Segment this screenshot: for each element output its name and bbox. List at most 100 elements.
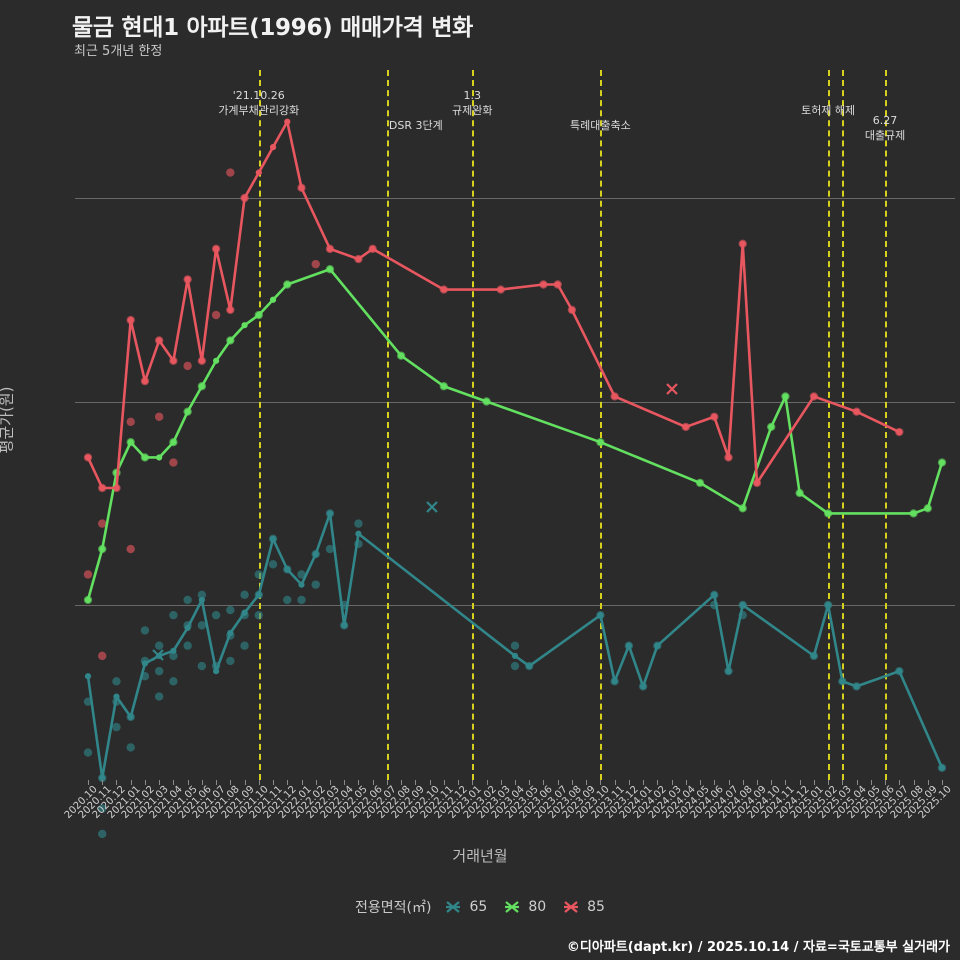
event-label-text: 토허제 해제: [801, 104, 856, 117]
y-axis-title: 평균가(원): [0, 386, 16, 454]
x-tick-mark: [486, 780, 488, 785]
x-tick-mark: [500, 780, 502, 785]
event-line: [258, 70, 261, 780]
x-tick-mark: [842, 780, 844, 785]
x-tick-mark: [813, 780, 815, 785]
event-line: [472, 70, 475, 780]
x-tick-mark: [600, 780, 602, 785]
x-tick-mark: [515, 780, 516, 785]
gridline-2억: [75, 198, 955, 199]
event-line: [842, 70, 845, 780]
x-tick-mark: [201, 780, 203, 785]
x-tick-mark: [116, 780, 118, 785]
x-tick-mark: [913, 780, 915, 785]
x-tick-mark: [771, 780, 773, 785]
x-tick-mark: [130, 780, 132, 785]
series-80: [84, 266, 946, 604]
event-label: 특례대출축소: [570, 118, 631, 133]
x-tick-mark: [88, 780, 89, 785]
x-tick-mark: [401, 780, 403, 785]
x-tick-mark: [643, 780, 645, 785]
x-tick-mark: [586, 780, 588, 785]
x-tick-mark: [899, 780, 901, 785]
x-tick-mark: [258, 780, 260, 785]
page-subtitle: 최근 5개년 한정: [74, 44, 163, 59]
event-label: 6.27 대출규제: [865, 113, 905, 143]
x-tick-mark: [144, 780, 146, 785]
x-tick-mark: [756, 780, 758, 785]
page-title: 물금 현대1 아파트(1996) 매매가격 변화: [72, 15, 473, 41]
x-tick-mark: [287, 780, 289, 785]
x-marker-icon: [505, 901, 520, 913]
legend-label-85: 85: [587, 899, 605, 915]
hover-x-marker-icon: [426, 501, 438, 513]
x-tick-mark: [870, 780, 872, 785]
x-tick-mark: [557, 780, 559, 785]
event-label-text: 규제완화: [452, 104, 493, 117]
x-tick-mark: [571, 780, 573, 785]
legend-item-85[interactable]: 85: [562, 899, 605, 915]
event-label-text: DSR 3단계: [388, 119, 443, 132]
x-tick-mark: [358, 780, 360, 785]
event-label: '21.10.26 가계부채관리강화: [218, 88, 299, 118]
x-tick-mark: [173, 780, 175, 785]
series-85: [84, 118, 903, 492]
x-tick-mark: [472, 780, 474, 785]
gridline-1.6억: [75, 401, 955, 403]
chart-legend: 전용면적(㎡) 65 80 85: [0, 897, 960, 917]
legend-title: 전용면적(㎡): [355, 900, 432, 916]
plot-area: 2020.10 2020.11 2020.12 2021.01 2021.02 2021.…: [63, 70, 955, 839]
event-line: [600, 70, 603, 780]
x-tick-mark: [942, 780, 943, 785]
x-tick-mark: [187, 780, 189, 785]
x-tick-mark: [230, 780, 232, 785]
x-tick-mark: [671, 780, 673, 785]
x-tick-mark: [628, 780, 630, 785]
x-tick-mark: [329, 780, 331, 785]
event-label-date: '21.10.26: [232, 89, 285, 102]
hover-x-marker-icon: [152, 649, 164, 661]
event-label: 토허제 해제: [801, 103, 855, 118]
x-tick-mark: [415, 780, 417, 785]
event-line: [386, 70, 389, 780]
x-tick-mark: [828, 780, 830, 785]
x-tick-mark: [273, 780, 275, 785]
x-tick-mark: [543, 780, 545, 785]
event-label: 1.3 규제완화: [452, 88, 492, 118]
x-marker-icon: [564, 901, 579, 913]
x-tick-mark: [799, 780, 801, 785]
event-line: [828, 70, 831, 780]
x-tick-mark: [657, 780, 659, 785]
series-65: [84, 510, 946, 782]
event-label-text: 대출규제: [864, 129, 906, 142]
event-label: DSR 3단계: [389, 118, 443, 133]
event-label-text: 특례대출축소: [570, 119, 631, 132]
x-tick-mark: [429, 780, 431, 785]
x-tick-mark: [856, 780, 858, 785]
x-tick-mark: [529, 780, 531, 785]
series-line-85: [86, 120, 901, 490]
footer-credit: ©디아파트(dapt.kr) / 2025.10.14 / 자료=국토교통부 실…: [566, 940, 950, 955]
legend-item-80[interactable]: 80: [503, 899, 546, 915]
legend-item-65[interactable]: 65: [444, 899, 487, 915]
x-tick-mark: [614, 780, 616, 785]
event-label-text: 가계부채관리강화: [218, 104, 300, 117]
x-tick-mark: [785, 780, 787, 785]
x-tick-mark: [714, 780, 716, 785]
event-label-date: 1.3: [463, 89, 482, 102]
x-axis-title: 거래년월: [452, 847, 508, 865]
gridline-1.2억: [75, 605, 955, 606]
x-marker-icon: [446, 901, 461, 913]
x-tick-mark: [458, 780, 460, 785]
scatter-85: [83, 168, 904, 661]
x-tick-mark: [885, 780, 887, 785]
hover-x-marker-icon: [666, 383, 678, 395]
x-tick-mark: [159, 780, 161, 785]
x-tick-mark: [102, 780, 104, 785]
x-tick-mark: [216, 780, 218, 785]
x-tick-mark: [244, 780, 246, 785]
x-tick-mark: [315, 780, 317, 785]
x-tick-mark: [685, 780, 687, 785]
x-tick-mark: [927, 780, 929, 785]
